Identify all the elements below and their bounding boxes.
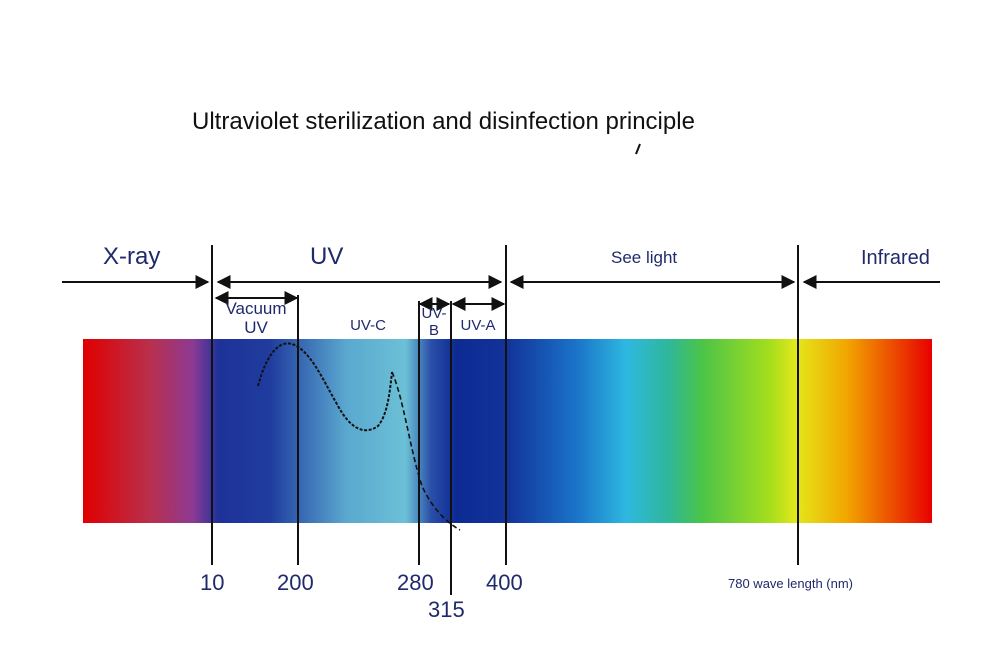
absorption-curve [391, 371, 461, 531]
germicidal-curve [257, 342, 393, 432]
band-label-uva: UV-A [460, 317, 496, 334]
title-mark [635, 143, 641, 155]
band-label-vacuum-uv: Vacuum UV [214, 299, 298, 337]
band-label-vacuum-line2: UV [244, 318, 268, 337]
wavelength-label-400: 400 [486, 570, 523, 595]
region-label-infrared: Infrared [861, 247, 930, 269]
band-label-uvb-line1: UV- [421, 305, 447, 322]
region-label-xray: X-ray [103, 243, 161, 270]
wavelength-label-200: 200 [277, 570, 314, 595]
band-label-uvb-line2: B [428, 322, 439, 339]
wavelength-label-10: 10 [200, 570, 225, 595]
band-label-uvb: UV- B [417, 305, 451, 339]
region-label-visible: See light [611, 248, 678, 267]
band-label-vacuum-line1: Vacuum [225, 299, 287, 318]
band-label-uvc: UV-C [350, 317, 386, 334]
uv-band-axis [214, 291, 506, 311]
boundary-lines [211, 245, 799, 595]
spectrum-band [83, 339, 932, 523]
page-title: Ultraviolet sterilization and disinfecti… [192, 108, 695, 135]
wavelength-label-280: 280 [397, 570, 434, 595]
region-label-uv: UV [310, 243, 344, 270]
wavelength-label-780: 780 wave length (nm) [728, 576, 854, 591]
wavelength-label-315: 315 [428, 597, 465, 622]
